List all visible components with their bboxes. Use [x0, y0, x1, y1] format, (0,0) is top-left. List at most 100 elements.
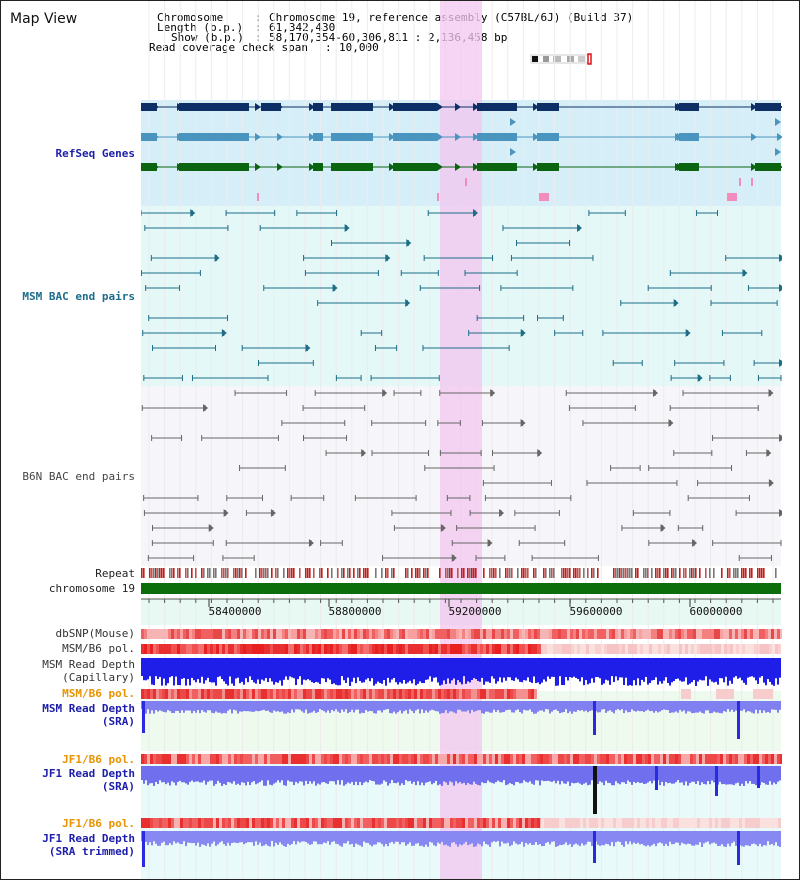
heat-cell: [670, 644, 673, 654]
depth-bar: [531, 701, 533, 712]
heat-cell: [769, 644, 772, 654]
heat-cell: [378, 629, 381, 639]
heat-cell: [375, 629, 378, 639]
depth-bar: [469, 766, 471, 785]
depth-bar: [675, 766, 677, 783]
gene-arrow: [537, 133, 543, 141]
depth-bar: [749, 701, 751, 712]
depth-bar: [439, 658, 441, 686]
heat-cell: [486, 754, 489, 764]
depth-bar: [605, 766, 607, 781]
depth-bar: [347, 766, 349, 783]
heat-cell: [507, 818, 510, 828]
repeat-element: [149, 568, 151, 578]
gene-exon: [393, 133, 437, 141]
depth-bar: [353, 831, 355, 847]
heat-cell: [444, 644, 447, 654]
depth-bar: [293, 658, 295, 679]
heat-cell: [573, 629, 576, 639]
depth-bar: [369, 831, 371, 845]
depth-bar: [323, 658, 325, 679]
heat-cell: [420, 644, 423, 654]
depth-bar: [159, 658, 161, 677]
depth-bar: [583, 766, 585, 784]
depth-bar: [161, 766, 163, 783]
depth-bar: [417, 701, 419, 710]
heat-cell: [354, 754, 357, 764]
repeat-element: [425, 568, 427, 578]
heat-cell: [670, 818, 673, 828]
depth-bar: [657, 831, 659, 844]
depth-bar: [581, 766, 583, 785]
genome-browser-canvas[interactable]: 58400000 58800000 59200000 59600000 60000000: [141, 1, 782, 879]
heat-cell: [411, 644, 414, 654]
depth-bar: [575, 831, 577, 844]
depth-bar: [303, 766, 305, 786]
depth-spike: [593, 831, 596, 863]
depth-bar: [601, 701, 603, 710]
depth-bar: [279, 658, 281, 681]
depth-bar: [141, 658, 143, 677]
depth-bar: [693, 701, 695, 714]
depth-bar: [525, 658, 527, 681]
depth-bar: [653, 831, 655, 844]
heat-cell: [360, 689, 363, 699]
depth-bar: [419, 701, 421, 714]
heat-cell: [483, 754, 486, 764]
depth-bar: [395, 766, 397, 784]
heat-cell: [580, 644, 583, 654]
heat-cell: [195, 754, 198, 764]
depth-bar: [399, 831, 401, 845]
depth-bar: [643, 658, 645, 682]
heat-cell: [201, 644, 204, 654]
heat-cell: [450, 644, 453, 654]
gene-arrow: [389, 133, 395, 141]
depth-bar: [661, 766, 663, 782]
depth-bar: [235, 831, 237, 843]
heat-cell: [465, 644, 468, 654]
repeat-element: [493, 568, 495, 578]
depth-bar: [317, 831, 319, 845]
repeat-element: [289, 568, 291, 578]
heat-cell: [360, 754, 363, 764]
heat-cell: [153, 629, 156, 639]
depth-bar: [537, 766, 539, 781]
depth-bar: [259, 701, 261, 711]
heat-cell: [366, 689, 369, 699]
depth-spike: [715, 766, 718, 796]
heat-cell: [604, 818, 607, 828]
heat-cell: [543, 629, 546, 639]
depth-bar: [637, 831, 639, 843]
depth-bar: [253, 701, 255, 712]
depth-bar: [413, 831, 415, 846]
bac-arrow: [685, 329, 691, 337]
depth-bar: [291, 658, 293, 678]
label-dbsnp: dbSNP(Mouse): [55, 627, 135, 640]
depth-bar: [579, 766, 581, 784]
heat-cell: [567, 754, 570, 764]
depth-bar: [169, 658, 171, 678]
depth-bar: [465, 701, 467, 712]
repeat-element: [387, 568, 389, 578]
heat-cell: [348, 644, 351, 654]
bac-arrow: [779, 284, 782, 292]
depth-bar: [753, 766, 755, 784]
heat-cell: [750, 629, 753, 639]
repeat-element: [635, 568, 637, 578]
depth-bar: [761, 831, 763, 847]
heat-cell: [619, 818, 622, 828]
depth-bar: [641, 701, 643, 712]
heat-cell: [366, 644, 369, 654]
repeat-element: [447, 568, 449, 578]
depth-bar: [687, 766, 689, 786]
depth-bar: [527, 701, 529, 711]
depth-bar: [577, 658, 579, 680]
heat-cell: [414, 754, 417, 764]
heat-cell: [477, 689, 480, 699]
gene-marker: [465, 178, 467, 186]
heat-cell: [156, 629, 159, 639]
repeat-element: [153, 568, 155, 578]
heat-cell: [423, 629, 426, 639]
heat-cell: [540, 629, 543, 639]
heat-cell: [300, 689, 303, 699]
